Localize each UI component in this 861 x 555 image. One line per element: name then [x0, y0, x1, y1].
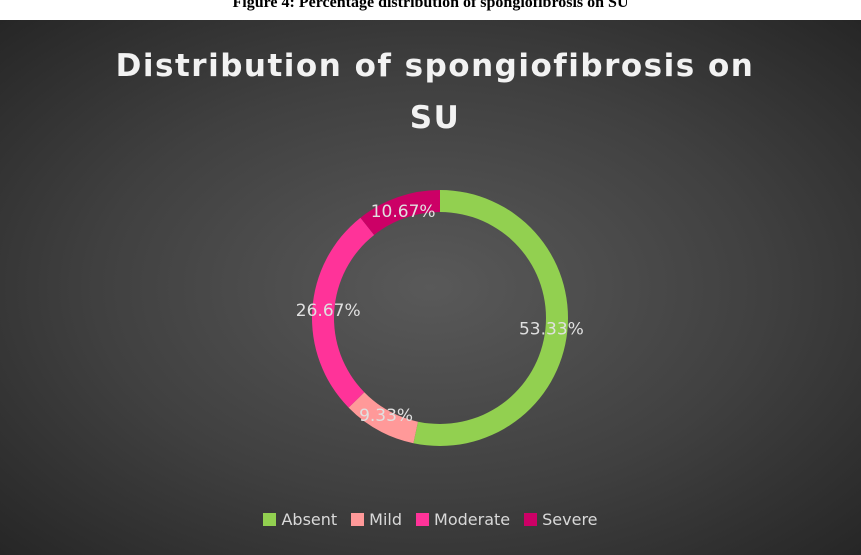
donut-slice: [312, 217, 375, 408]
caption: Figure 4: Percentage distribution of spo…: [232, 0, 629, 11]
legend-label: Mild: [369, 510, 403, 529]
chart: 53.33% 9.33% 26.67% 10.67% Distribution of …: [0, 20, 861, 555]
legend-item: Severe: [524, 510, 598, 529]
legend-label: Moderate: [434, 510, 511, 529]
data-label: 9.33%: [359, 406, 413, 426]
legend: Absent Mild Moderate Severe: [0, 510, 861, 529]
donut-slice: [348, 392, 418, 444]
legend-item: Moderate: [416, 510, 510, 529]
legend-swatch: [416, 513, 430, 526]
data-label: 53.33%: [519, 320, 584, 340]
legend-item: Absent: [263, 510, 337, 529]
donut-slice: [360, 190, 440, 235]
data-label: 10.67%: [371, 202, 436, 222]
legend-item: Mild: [351, 510, 402, 529]
chart-title: Distribution of spongiofibrosis on SU: [115, 48, 755, 136]
legend-label: Severe: [542, 510, 598, 529]
data-label: 26.67%: [296, 301, 361, 321]
legend-swatch: [351, 513, 365, 526]
legend-swatch: [263, 513, 277, 526]
donut: 53.33% 9.33% 26.67% 10.67%: [296, 190, 584, 446]
legend-label: Absent: [281, 510, 338, 529]
legend-swatch: [524, 513, 538, 526]
donut-slice: [413, 190, 568, 446]
